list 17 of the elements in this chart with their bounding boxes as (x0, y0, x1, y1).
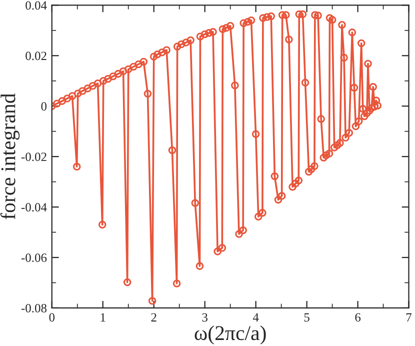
y-tick-label: -0.04 (21, 203, 47, 212)
y-tick-label: 0 (41, 102, 47, 111)
y-tick-label: 0.04 (26, 1, 47, 10)
x-tick-label: 3 (202, 313, 208, 322)
y-tick-label: -0.02 (21, 152, 46, 162)
x-tick-label: 6 (355, 313, 361, 322)
x-tick-label: 4 (252, 313, 259, 322)
x-tick-label: 2 (151, 313, 156, 322)
x-tick-label: 1 (100, 313, 106, 322)
x-tick-label: 0 (49, 313, 55, 322)
y-tick-label: -0.08 (21, 304, 47, 312)
x-axis-title: ω(2πc/a) (194, 326, 266, 344)
x-tick-label: 5 (304, 313, 310, 322)
y-tick-label: -0.06 (21, 254, 47, 262)
y-tick-label: 0.02 (26, 52, 46, 60)
x-tick-label: 7 (406, 313, 412, 322)
y-axis-title: force integrand (0, 93, 20, 220)
